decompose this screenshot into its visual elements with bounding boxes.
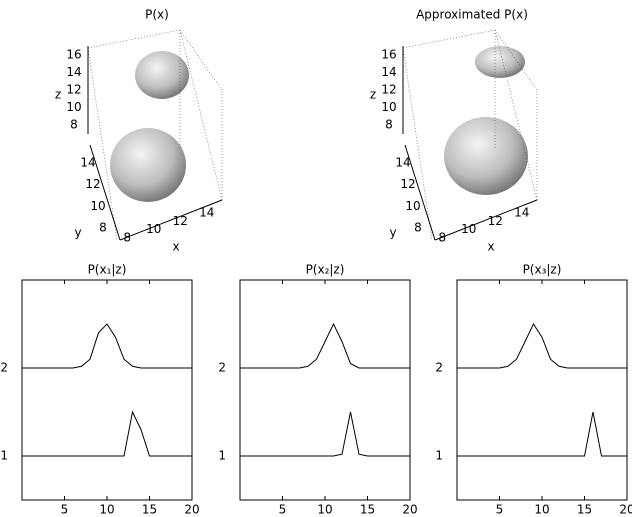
chart-title: P(x) — [145, 8, 169, 22]
y-tick-label: 10 — [405, 199, 420, 213]
axis-line — [89, 144, 121, 241]
x-tick-label: 15 — [360, 503, 375, 517]
box-line — [179, 29, 223, 201]
z-tick-label: 12 — [381, 83, 396, 97]
line-series — [22, 410, 192, 457]
y-tick-label: 14 — [80, 155, 95, 169]
line-series — [240, 411, 410, 457]
axis-line — [434, 199, 538, 241]
z-tick-label: 12 — [66, 83, 81, 97]
y-tick-label: 8 — [99, 221, 107, 235]
z-tick-label: 10 — [381, 100, 396, 114]
z-tick-label: 14 — [66, 65, 81, 79]
x-tick-label: 10 — [99, 503, 114, 517]
line-series — [240, 322, 410, 369]
y-tick-label: 2 — [0, 361, 8, 375]
blob — [135, 51, 189, 99]
chart-title: P(x₂|z) — [306, 263, 345, 277]
y-axis-label: y — [74, 226, 81, 240]
y-tick-label: 8 — [414, 221, 422, 235]
y-tick-label: 12 — [85, 177, 100, 191]
box-line — [494, 29, 538, 201]
x-tick-label: 8 — [438, 230, 446, 244]
y-tick-label: 12 — [400, 177, 415, 191]
x-tick-label: 5 — [496, 503, 504, 517]
y-tick-label: 1 — [435, 449, 443, 463]
axis-line — [119, 199, 223, 241]
x-tick-label: 5 — [61, 503, 69, 517]
axis-line — [404, 144, 436, 241]
x-tick-label: 12 — [488, 214, 503, 228]
blob — [475, 46, 525, 78]
line-series — [457, 322, 627, 369]
box-line — [494, 29, 538, 91]
y-tick-label: 10 — [90, 199, 105, 213]
line-series — [457, 411, 627, 457]
z-axis-label: z — [55, 88, 61, 102]
blob — [110, 128, 186, 202]
z-tick-label: 10 — [66, 100, 81, 114]
x-tick-label: 10 — [146, 222, 161, 236]
y-axis-label: y — [389, 226, 396, 240]
z-tick-label: 8 — [385, 118, 393, 132]
box-line — [402, 29, 496, 49]
y-tick-label: 1 — [218, 449, 226, 463]
chart-title: P(x₁|z) — [88, 263, 127, 277]
z-axis-label: z — [370, 88, 376, 102]
x-axis-label: x — [172, 240, 179, 254]
x-tick-label: 14 — [199, 206, 214, 220]
x-tick-label: 10 — [317, 503, 332, 517]
axes-box — [21, 279, 193, 501]
axes-box — [239, 279, 411, 501]
x-tick-label: 20 — [619, 503, 632, 517]
z-tick-label: 14 — [381, 65, 396, 79]
y-tick-label: 1 — [0, 449, 8, 463]
y-tick-label: 2 — [218, 361, 226, 375]
z-tick-label: 16 — [66, 47, 81, 61]
y-tick-label: 2 — [435, 361, 443, 375]
x-tick-label: 14 — [514, 206, 529, 220]
y-tick-label: 14 — [395, 155, 410, 169]
x-tick-label: 10 — [534, 503, 549, 517]
z-tick-label: 8 — [70, 118, 78, 132]
box-line — [87, 29, 181, 49]
blobs — [110, 46, 528, 202]
z-tick-label: 16 — [381, 47, 396, 61]
x-tick-label: 12 — [173, 214, 188, 228]
x-axis-label: x — [487, 240, 494, 254]
x-tick-label: 15 — [142, 503, 157, 517]
x-tick-label: 20 — [184, 503, 199, 517]
x-tick-label: 20 — [402, 503, 417, 517]
x-tick-label: 5 — [279, 503, 287, 517]
box-line — [179, 29, 223, 91]
line-series — [22, 323, 192, 369]
axes-box — [456, 279, 628, 501]
x-tick-label: 10 — [461, 222, 476, 236]
chart-title: P(x₃|z) — [523, 263, 562, 277]
x-tick-label: 8 — [123, 230, 131, 244]
blob — [444, 117, 528, 195]
x-tick-label: 15 — [577, 503, 592, 517]
chart-title: Approximated P(x) — [416, 8, 528, 22]
